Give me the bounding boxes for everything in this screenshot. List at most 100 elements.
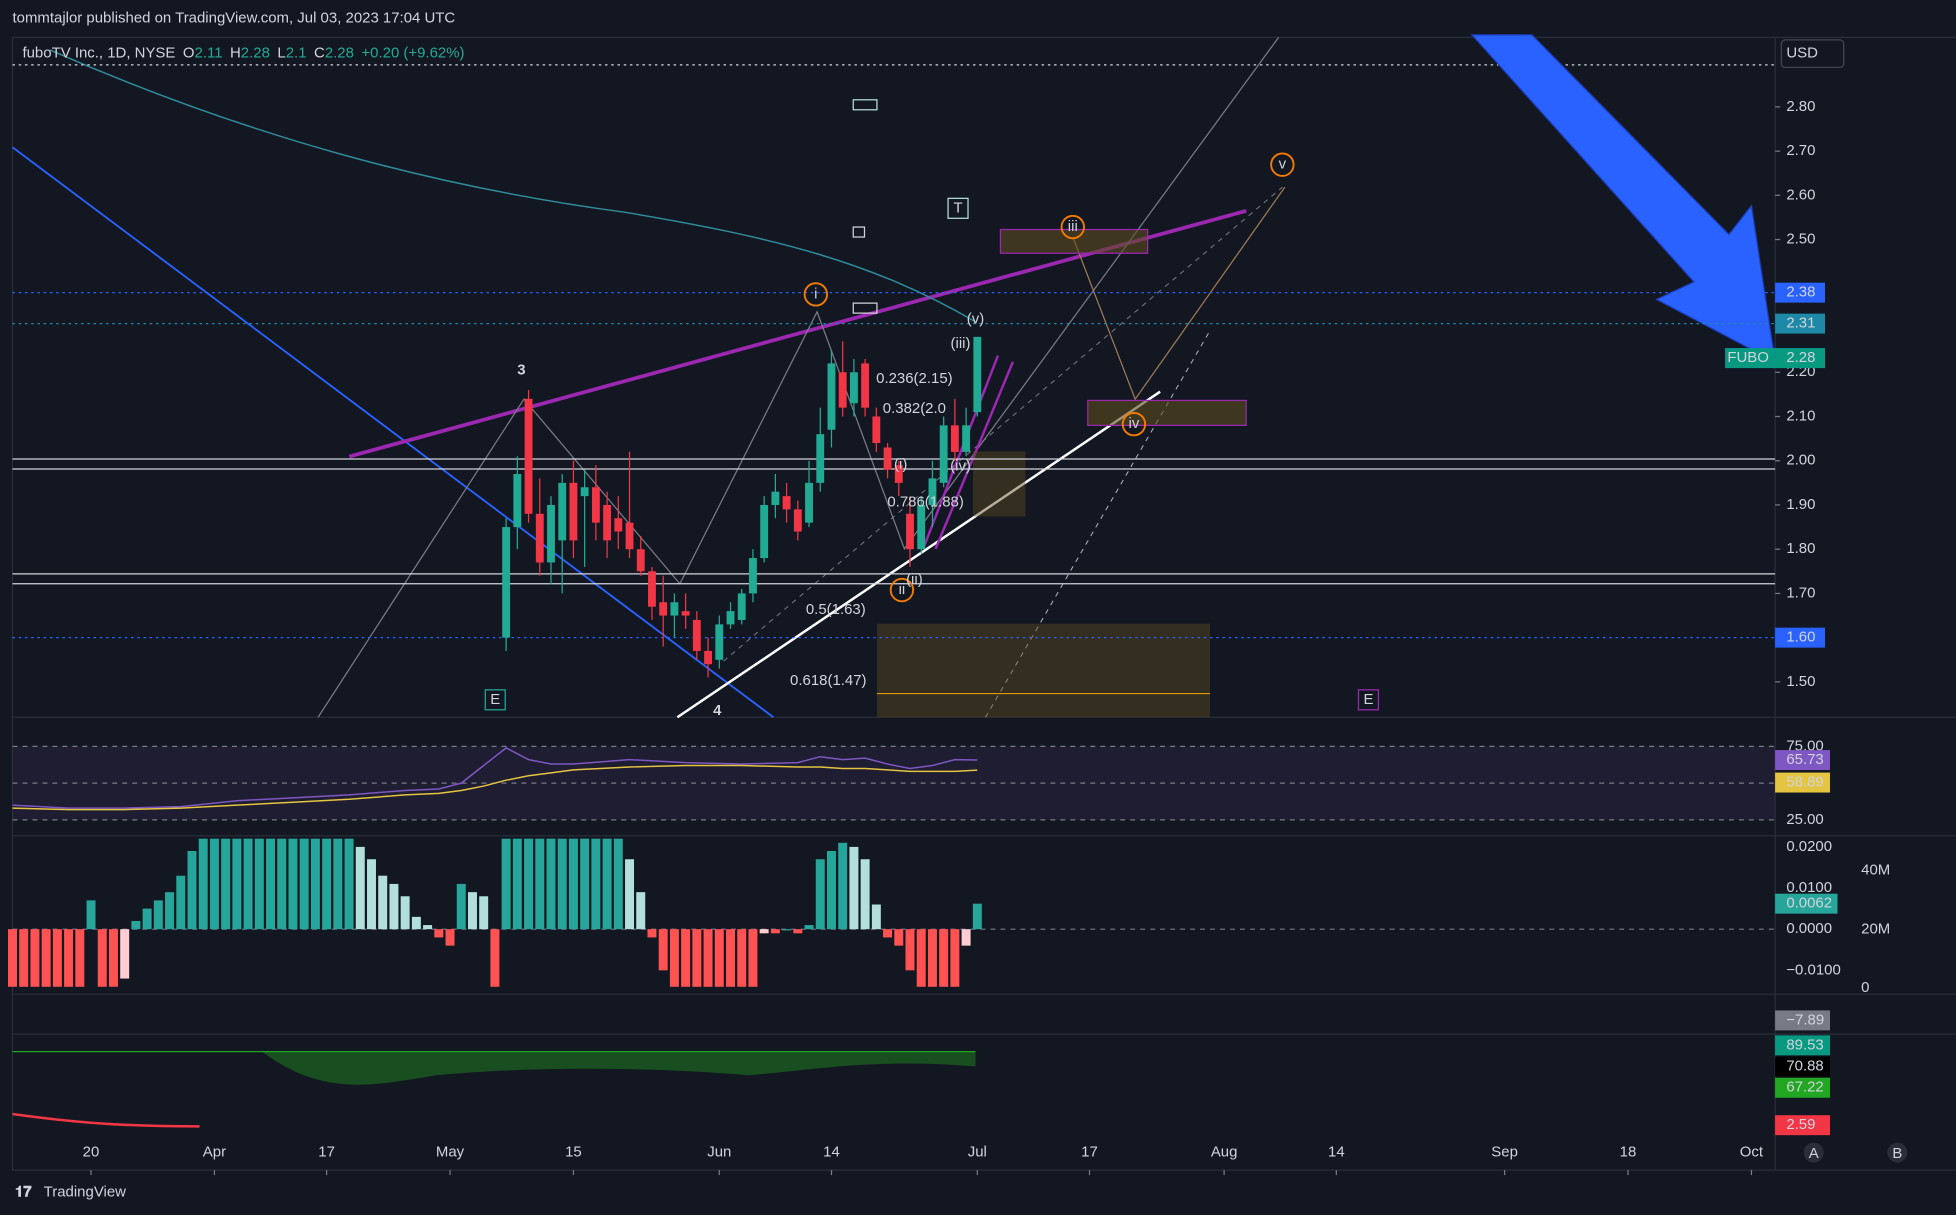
candle-body bbox=[692, 619, 701, 651]
histogram-bar bbox=[41, 929, 51, 987]
histogram-bar bbox=[849, 846, 859, 930]
histogram-tick-label: 0.0000 bbox=[1786, 920, 1832, 937]
histogram-bar bbox=[524, 838, 534, 930]
candle-body bbox=[883, 447, 892, 470]
annotation: 0.5(1.63) bbox=[806, 601, 866, 618]
candle-body bbox=[749, 558, 757, 594]
time-button[interactable] bbox=[1803, 1142, 1824, 1163]
histogram-bar bbox=[198, 838, 208, 930]
candle-body bbox=[737, 593, 746, 620]
candle-body bbox=[950, 425, 959, 452]
histogram-bar bbox=[916, 929, 926, 987]
histogram-bar bbox=[434, 929, 444, 938]
histogram-bar bbox=[19, 929, 29, 987]
lower-badge bbox=[1775, 1056, 1830, 1077]
x-tick-label: Apr bbox=[203, 1144, 226, 1161]
histogram-bar bbox=[131, 920, 141, 930]
candle-body bbox=[535, 513, 544, 563]
price-name: FUBO bbox=[1727, 349, 1769, 366]
currency-button[interactable] bbox=[1780, 39, 1845, 68]
histogram-bar bbox=[322, 838, 332, 930]
annotation: 0.618(1.47) bbox=[790, 672, 867, 689]
histogram-bar bbox=[860, 859, 870, 930]
x-tick-label: 17 bbox=[1081, 1144, 1098, 1161]
histogram-bar bbox=[793, 929, 803, 934]
histogram-bar bbox=[423, 925, 433, 930]
price-badge-label: 2.38 bbox=[1786, 284, 1815, 301]
price-badge bbox=[1775, 627, 1826, 648]
candle-body bbox=[704, 650, 712, 665]
histogram-bar bbox=[310, 838, 320, 930]
annotation: (i) bbox=[894, 456, 907, 473]
time-button-label: A bbox=[1809, 1145, 1819, 1162]
time-button[interactable] bbox=[1887, 1142, 1908, 1163]
histogram-bar bbox=[927, 929, 937, 987]
price-badge bbox=[1775, 282, 1826, 303]
y-tick-label: 2.50 bbox=[1786, 231, 1815, 248]
candle-body bbox=[827, 363, 836, 430]
candle-body bbox=[636, 549, 645, 572]
x-tick-label: Aug bbox=[1211, 1144, 1238, 1161]
histogram-bar bbox=[602, 838, 612, 930]
histogram-bar bbox=[737, 929, 747, 987]
volume-tick-label: 20M bbox=[1861, 920, 1890, 937]
histogram-bar bbox=[479, 896, 489, 930]
histogram-bar bbox=[681, 929, 691, 987]
candle-body bbox=[939, 425, 948, 483]
histogram-bar bbox=[647, 929, 657, 938]
histogram-bar bbox=[759, 929, 769, 934]
legend-key: O bbox=[183, 45, 195, 62]
histogram-bar bbox=[546, 838, 556, 930]
histogram-bar bbox=[142, 908, 152, 930]
histogram-bar bbox=[658, 929, 668, 971]
histogram-bar bbox=[726, 929, 735, 987]
candle-body bbox=[838, 372, 847, 408]
wave-ring bbox=[1270, 152, 1295, 177]
candle-body bbox=[603, 504, 612, 541]
histogram-bar bbox=[939, 929, 949, 987]
histogram-tick-label: −0.0100 bbox=[1786, 961, 1840, 978]
histogram-bar bbox=[400, 896, 410, 930]
y-tick-label: 2.60 bbox=[1786, 186, 1815, 203]
histogram-bar bbox=[703, 929, 713, 987]
candle-body bbox=[670, 602, 679, 616]
candle-body bbox=[614, 518, 623, 532]
wave-ring bbox=[889, 577, 915, 603]
histogram-bar bbox=[467, 892, 477, 930]
drawings bbox=[11, 34, 1776, 719]
rsi-line bbox=[12, 747, 978, 809]
annotation: E bbox=[490, 691, 500, 708]
histogram-bar bbox=[770, 929, 780, 934]
legend-value: 2.11 bbox=[195, 45, 223, 62]
candle-body bbox=[782, 496, 791, 510]
candle-body bbox=[524, 398, 533, 514]
candle-body bbox=[513, 473, 522, 528]
rsi-ma-badge-label: 58.89 bbox=[1786, 774, 1823, 791]
candle-body bbox=[569, 482, 578, 541]
y-tick-label: 2.80 bbox=[1786, 98, 1815, 115]
histogram-bar bbox=[972, 903, 982, 930]
histogram-bar bbox=[120, 929, 130, 979]
histogram-bar bbox=[782, 929, 792, 931]
histogram-bar bbox=[266, 838, 276, 930]
histogram-bar bbox=[153, 900, 163, 930]
x-tick-label: 14 bbox=[823, 1144, 840, 1161]
histogram-bar bbox=[97, 929, 107, 987]
histogram-bar bbox=[669, 929, 679, 987]
histogram-tick-label: 0.0100 bbox=[1786, 879, 1832, 896]
annotation: (v) bbox=[967, 310, 984, 327]
x-tick-label: 18 bbox=[1620, 1144, 1637, 1161]
candle-body bbox=[558, 482, 567, 541]
price-name-badge bbox=[1725, 348, 1776, 369]
x-tick-label: Sep bbox=[1491, 1144, 1518, 1161]
candle-body bbox=[625, 522, 634, 550]
annotation: 0.382(2.0 bbox=[883, 400, 946, 417]
histogram-bar bbox=[367, 859, 376, 930]
y-tick-label: 2.70 bbox=[1786, 142, 1815, 159]
x-tick-label: Oct bbox=[1740, 1144, 1764, 1161]
histogram-bar bbox=[7, 929, 17, 987]
histogram-bar bbox=[288, 838, 298, 930]
histogram-bar bbox=[535, 838, 545, 930]
histogram-bar bbox=[456, 883, 466, 930]
histogram-bar bbox=[176, 875, 186, 930]
